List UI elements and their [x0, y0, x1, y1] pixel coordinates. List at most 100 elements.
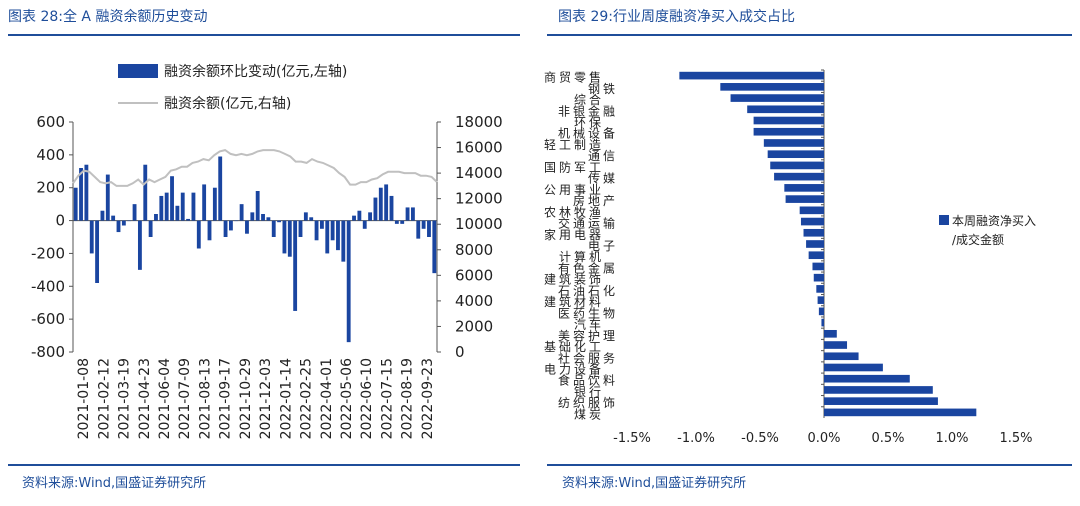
- balance-change-bar: [309, 217, 314, 221]
- industry-bar: [763, 139, 824, 147]
- balance-change-bar: [143, 164, 148, 221]
- balance-change-bar: [432, 220, 437, 274]
- balance-change-bar: [362, 220, 367, 229]
- industry-bar: [817, 296, 824, 304]
- balance-change-bar: [298, 220, 303, 237]
- balance-change-bar: [196, 220, 201, 249]
- balance-line: [72, 149, 438, 187]
- balance-change-bar: [250, 212, 255, 221]
- industry-bar: [824, 397, 938, 405]
- industry-label: 有色金属: [558, 260, 618, 275]
- balance-change-bar: [164, 192, 169, 221]
- balance-change-bar: [116, 220, 121, 233]
- legend-bar-swatch: [118, 64, 158, 78]
- industry-bar: [821, 318, 824, 327]
- industry-label: 综合: [574, 92, 604, 107]
- balance-change-bar: [111, 215, 116, 221]
- right-y-tick-label: 16000: [455, 139, 503, 157]
- margin-balance-chart: 6004002000-200-400-600-80018000160001400…: [31, 63, 503, 439]
- industry-label: 家用电器: [544, 227, 604, 242]
- right-title-rule: [547, 34, 1072, 36]
- industry-bar: [824, 352, 859, 361]
- balance-change-bar: [405, 207, 410, 221]
- x-tick-label: 2022-06-10: [359, 358, 375, 439]
- right-y-tick-label: 6000: [455, 266, 493, 284]
- balance-change-bar: [410, 207, 415, 221]
- balance-change-bar: [287, 220, 292, 257]
- industry-bar: [813, 273, 824, 282]
- balance-change-bar: [105, 174, 110, 221]
- industry-bar: [812, 262, 824, 271]
- industry-bar: [816, 285, 824, 293]
- industry-bar: [824, 386, 933, 394]
- x-tick-label: -1.0%: [677, 431, 715, 446]
- right-y-tick-label: 10000: [455, 215, 503, 233]
- x-tick-label: 2022-07-15: [379, 358, 395, 439]
- left-chart-title: 图表 28:全 A 融资余额历史变动: [8, 9, 208, 25]
- industry-bar: [799, 206, 824, 215]
- balance-change-bar: [325, 220, 330, 254]
- legend-swatch: [939, 215, 949, 225]
- balance-change-bar: [95, 220, 100, 283]
- x-tick-label: 1.0%: [935, 431, 968, 446]
- balance-change-bar: [170, 176, 174, 221]
- industry-bar: [767, 150, 824, 159]
- x-tick-label: 2021-03-19: [117, 358, 133, 439]
- balance-change-bar: [148, 220, 153, 237]
- balance-change-bar: [277, 220, 282, 223]
- industry-label: 计算机: [559, 249, 604, 264]
- industry-bar: [824, 329, 837, 338]
- industry-label: 银行: [574, 385, 604, 399]
- industry-bar: [753, 127, 824, 136]
- balance-change-bar: [154, 214, 158, 221]
- x-tick-label: 2022-04-01: [319, 358, 335, 439]
- right-y-tick-label: 4000: [455, 292, 493, 310]
- balance-change-bar: [330, 220, 335, 241]
- industry-label: 煤炭: [574, 407, 604, 421]
- balance-change-bar: [319, 220, 324, 229]
- x-tick-label: 2022-01-14: [278, 358, 294, 439]
- x-tick-label: 2021-01-08: [76, 358, 92, 439]
- legend-label-line2: /成交金额: [952, 232, 1004, 247]
- industry-bar: [818, 307, 824, 316]
- x-tick-label: 2022-09-23: [420, 358, 436, 439]
- balance-change-bar: [255, 191, 260, 221]
- balance-change-bar: [427, 220, 431, 237]
- x-tick-label: 2021-07-09: [177, 358, 193, 439]
- right-y-tick-label: 2000: [455, 317, 493, 335]
- balance-change-bar: [336, 220, 340, 251]
- x-tick-label: 1.5%: [999, 431, 1032, 446]
- balance-change-bar: [137, 220, 142, 270]
- industry-label: 建筑装饰: [544, 272, 604, 287]
- left-source-note: 资料来源:Wind,国盛证券研究所: [22, 476, 207, 491]
- industry-label: 公用事业: [544, 183, 604, 197]
- industry-bar: [784, 184, 824, 192]
- industry-bar: [730, 94, 824, 102]
- balance-change-bar: [84, 164, 89, 221]
- industry-label: 钢铁: [588, 82, 618, 96]
- balance-change-bar: [357, 210, 362, 221]
- industry-label: 机械设备: [558, 126, 618, 141]
- legend-line-label: 融资余额(亿元,右轴): [164, 95, 291, 112]
- balance-change-bar: [384, 184, 389, 221]
- balance-change-bar: [394, 220, 399, 224]
- right-y-tick-label: 8000: [455, 241, 493, 259]
- balance-change-bar: [416, 220, 421, 239]
- balance-change-bar: [218, 156, 223, 221]
- balance-change-bar: [352, 215, 356, 221]
- industry-bar: [747, 105, 824, 114]
- balance-change-bar: [180, 192, 185, 221]
- industry-bar: [785, 195, 824, 203]
- x-tick-label: 2022-02-25: [299, 358, 315, 439]
- balance-change-bar: [245, 220, 249, 234]
- balance-change-bar: [341, 220, 346, 262]
- industry-bar: [800, 217, 824, 226]
- balance-change-bar: [266, 217, 271, 221]
- balance-change-bar: [234, 220, 239, 222]
- balance-change-bar: [400, 220, 405, 224]
- legend-label-line1: 本周融资净买入: [952, 214, 1036, 228]
- balance-change-bar: [389, 195, 394, 221]
- balance-change-bar: [378, 187, 383, 221]
- industry-label: 医药生物: [558, 306, 618, 320]
- x-tick-label: -1.5%: [613, 431, 651, 446]
